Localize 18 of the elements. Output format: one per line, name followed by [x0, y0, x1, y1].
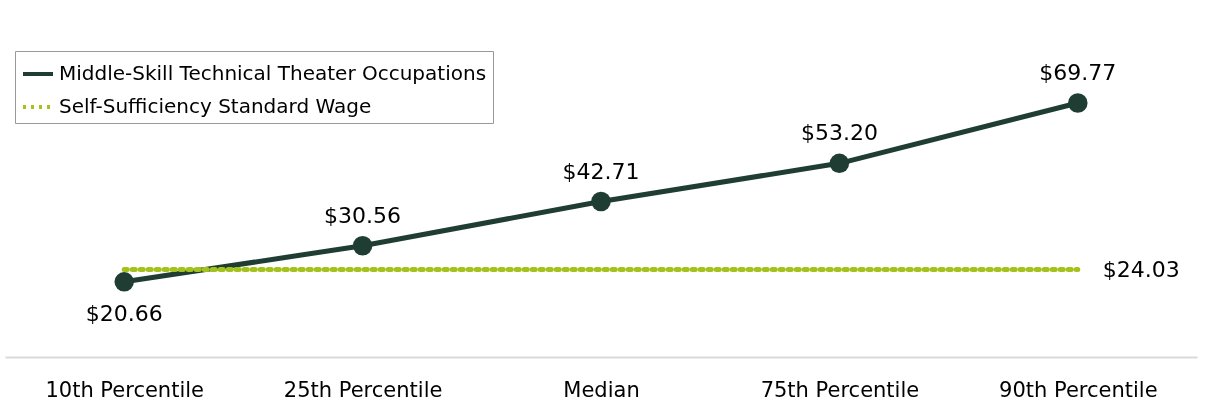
data-label: $30.56: [324, 202, 402, 228]
legend-label: Middle-Skill Technical Theater Occupations: [59, 61, 487, 85]
data-label: $42.71: [562, 158, 640, 184]
x-tick-label: Median: [563, 377, 640, 402]
data-label: $20.66: [85, 300, 163, 326]
legend-label: Self-Sufficiency Standard Wage: [59, 94, 372, 118]
point: [1068, 93, 1088, 113]
data-label: $53.20: [800, 120, 878, 146]
x-tick-label: 25th Percentile: [283, 377, 443, 402]
data-label: $24.03: [1102, 256, 1180, 282]
x-tick-label: 75th Percentile: [760, 377, 920, 402]
point: [829, 153, 850, 174]
point: [352, 236, 373, 256]
point: [114, 272, 134, 292]
point: [591, 191, 611, 212]
x-tick-label: 90th Percentile: [999, 377, 1158, 402]
x-tick-label: 10th Percentile: [45, 377, 204, 402]
data-label: $69.77: [1039, 60, 1117, 85]
